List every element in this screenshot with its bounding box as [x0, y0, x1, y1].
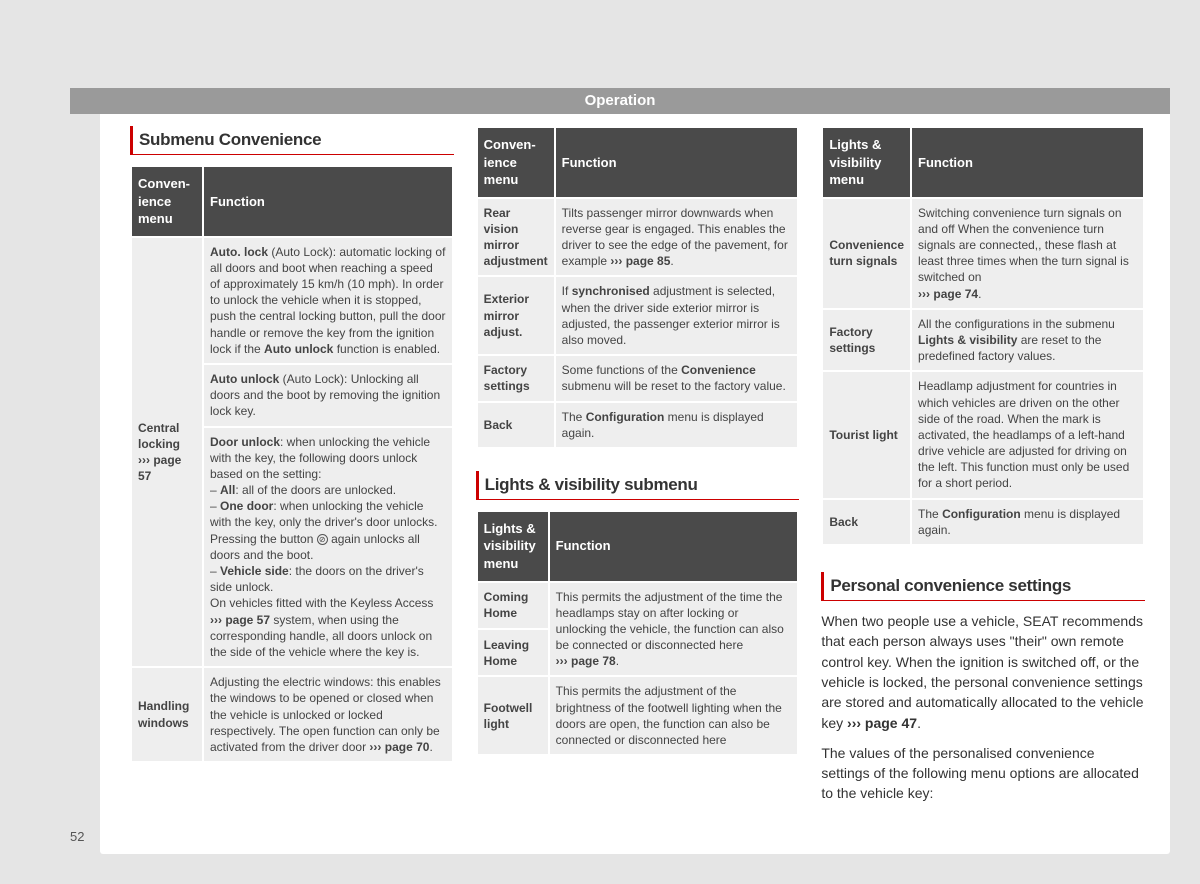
text: Some functions of the [562, 363, 681, 377]
text: This permits the adjustment of the time … [556, 590, 784, 653]
cell-factory2-label: Factory settings [823, 310, 910, 371]
page-ref: page 78 [571, 654, 616, 668]
cell-tourist-label: Tourist light [823, 372, 910, 497]
cell-rearvision-label: Rear vision mirror adjustment [478, 199, 554, 276]
chevron-icon: ››› [138, 453, 150, 467]
cell-rearvision: Tilts passenger mirror downwards when re… [556, 199, 798, 276]
cell-leavinghome-label: Leaving Home [478, 630, 548, 675]
label-text: Central locking [138, 421, 180, 451]
text: (Auto Lock): automatic locking of all do… [210, 245, 446, 356]
cell-extmirror-label: Exterior mirror adjust. [478, 277, 554, 354]
text: Switching convenience turn signals on an… [918, 206, 1129, 285]
page-ref: page 74 [933, 287, 978, 301]
text: The [562, 410, 586, 424]
th-menu: Lights & visibility menu [478, 512, 548, 581]
text: submenu will be reset to the factory val… [562, 379, 786, 393]
th-function: Function [204, 167, 452, 236]
table-convenience-2: Conven- ience menu Function Rear vision … [476, 126, 800, 449]
cell-factory2: All the configurations in the submenu Li… [912, 310, 1143, 371]
bold: One door [220, 499, 273, 513]
th-menu: Conven- ience menu [478, 128, 554, 197]
bold: Auto unlock [210, 372, 279, 386]
cell-extmirror: If synchronised adjustment is selected, … [556, 277, 798, 354]
bold: synchronised [572, 284, 650, 298]
section-title-personal: Personal convenience settings [821, 572, 1145, 601]
cell-back: The Configuration menu is displayed agai… [556, 403, 798, 447]
column-2: Conven- ience menu Function Rear vision … [476, 126, 800, 829]
page-ref: page 57 [225, 613, 270, 627]
cell-windows-label: Handling windows [132, 668, 202, 761]
th-menu: Lights & visibility menu [823, 128, 910, 197]
th-function: Function [912, 128, 1143, 197]
bold: Configuration [586, 410, 665, 424]
chevron-icon: ››› [556, 654, 568, 668]
page-ref: page 47 [865, 715, 917, 731]
bold: All [220, 483, 235, 497]
cell-back2-label: Back [823, 500, 910, 544]
cell-cominghome: This permits the adjustment of the time … [550, 583, 798, 676]
cell-footwell-label: Footwell light [478, 677, 548, 754]
bold: Vehicle side [220, 564, 289, 578]
chevron-icon: ››› [610, 254, 622, 268]
table-convenience-1: Conven- ience menu Function Central lock… [130, 165, 454, 763]
cell-autolock: Auto. lock (Auto Lock): automatic lockin… [204, 238, 452, 363]
page-ref: page 70 [385, 740, 430, 754]
cell-autounlock: Auto unlock (Auto Lock): Unlocking all d… [204, 365, 452, 426]
table-lights-2: Lights & visibility menu Function Conven… [821, 126, 1145, 546]
chevron-icon: ››› [210, 613, 222, 627]
bold: Lights & visibility [918, 333, 1017, 347]
text: The [918, 507, 942, 521]
section-title-lights: Lights & visibility submenu [476, 471, 800, 500]
chevron-icon: ››› [847, 715, 861, 731]
cell-doorunlock: Door unlock: when unlocking the vehicle … [204, 428, 452, 667]
th-menu: Conven- ience menu [132, 167, 202, 236]
text: When two people use a vehicle, SEAT reco… [821, 613, 1143, 730]
cell-factory-label: Factory settings [478, 356, 554, 400]
th-function: Function [556, 128, 798, 197]
text: function is enabled. [333, 342, 440, 356]
cell-convturn: Switching convenience turn signals on an… [912, 199, 1143, 308]
section-title-convenience: Submenu Convenience [130, 126, 454, 155]
cell-back2: The Configuration menu is displayed agai… [912, 500, 1143, 544]
paragraph-2: The values of the personalised convenien… [821, 743, 1145, 804]
bold: Door unlock [210, 435, 280, 449]
cell-back-label: Back [478, 403, 554, 447]
cell-cominghome-label: Coming Home [478, 583, 548, 628]
cell-factory: Some functions of the Convenience submen… [556, 356, 798, 400]
th-function: Function [550, 512, 798, 581]
cell-footwell: This permits the adjustment of the brigh… [550, 677, 798, 754]
cell-convturn-label: Convenience turn signals [823, 199, 910, 308]
chevron-icon: ››› [918, 287, 930, 301]
content-columns: Submenu Convenience Conven- ience menu F… [130, 126, 1145, 829]
text: If [562, 284, 572, 298]
column-1: Submenu Convenience Conven- ience menu F… [130, 126, 454, 829]
chevron-icon: ››› [369, 740, 381, 754]
bold: Auto. lock [210, 245, 268, 259]
page-number: 52 [70, 829, 84, 844]
text: Tilts passenger mirror downwards when re… [562, 206, 788, 269]
bold: Configuration [942, 507, 1021, 521]
unlock-button-icon: ⊘ [317, 534, 328, 545]
bold: Convenience [681, 363, 756, 377]
page-ref: page 85 [626, 254, 671, 268]
cell-central-locking-label: Central locking ››› page 57 [132, 238, 202, 667]
text: : all of the doors are unlocked. [235, 483, 396, 497]
header-title: Operation [70, 88, 1170, 114]
table-lights-1: Lights & visibility menu Function Coming… [476, 510, 800, 756]
paragraph-1: When two people use a vehicle, SEAT reco… [821, 611, 1145, 733]
cell-tourist: Headlamp adjustment for countries in whi… [912, 372, 1143, 497]
bold: Auto unlock [264, 342, 333, 356]
text: All the configurations in the submenu [918, 317, 1115, 331]
text: On vehicles fitted with the Keyless Acce… [210, 596, 433, 610]
cell-windows: Adjusting the electric windows: this ena… [204, 668, 452, 761]
column-3: Lights & visibility menu Function Conven… [821, 126, 1145, 829]
